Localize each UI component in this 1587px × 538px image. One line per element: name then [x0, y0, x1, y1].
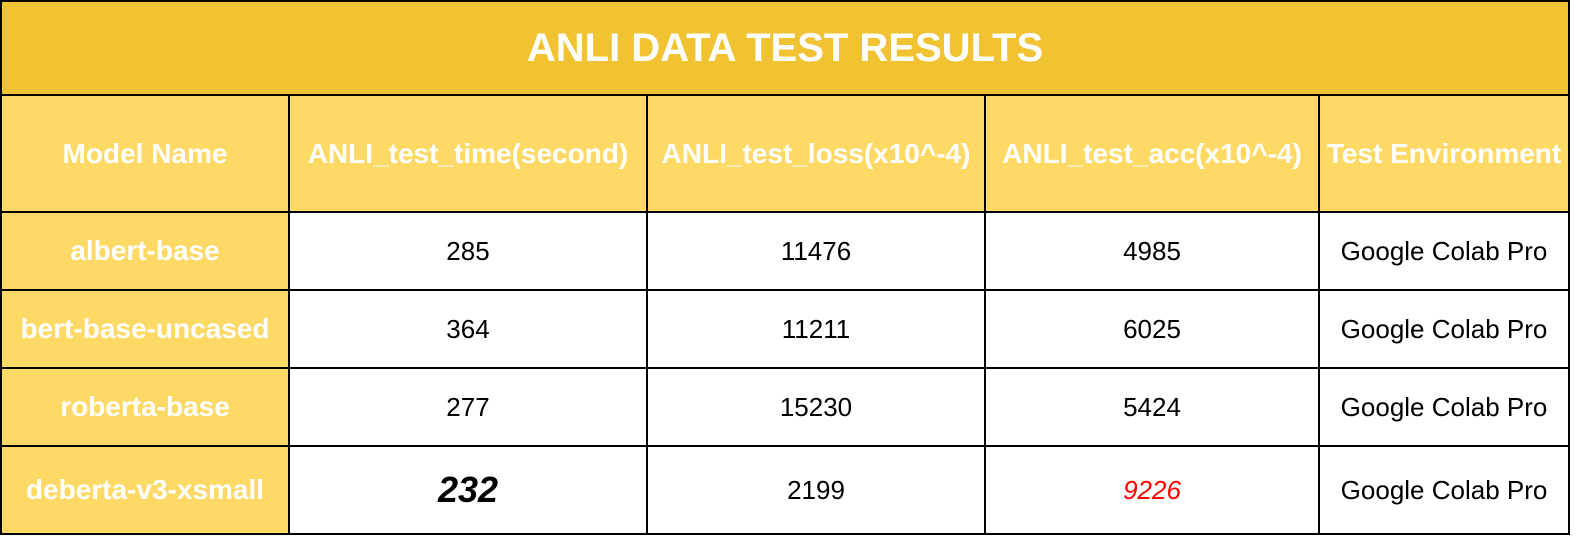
column-header-test-environment: Test Environment	[1317, 94, 1571, 213]
model-name-cell: albert-base	[0, 211, 290, 291]
model-name-cell: deberta-v3-xsmall	[0, 445, 290, 535]
column-header-test-acc: ANLI_test_acc(x10^-4)	[984, 94, 1320, 213]
column-header-test-time: ANLI_test_time(second)	[288, 94, 648, 213]
test-acc-cell: 5424	[984, 367, 1320, 447]
table-row: albert-base 285 11476 4985 Google Colab …	[0, 211, 1571, 291]
test-acc-cell: 4985	[984, 211, 1320, 291]
test-loss-cell: 2199	[646, 445, 986, 535]
table-row: roberta-base 277 15230 5424 Google Colab…	[0, 367, 1571, 447]
test-environment-cell: Google Colab Pro	[1317, 367, 1571, 447]
table-row: deberta-v3-xsmall 232 2199 9226 Google C…	[0, 445, 1571, 535]
test-loss-cell: 15230	[646, 367, 986, 447]
title-row: ANLI DATA TEST RESULTS	[0, 0, 1571, 96]
test-acc-cell: 6025	[984, 289, 1320, 369]
test-time-cell: 277	[288, 367, 648, 447]
header-row: Model Name ANLI_test_time(second) ANLI_t…	[0, 94, 1571, 213]
test-acc-cell-best: 9226	[984, 445, 1320, 535]
test-loss-cell: 11476	[646, 211, 986, 291]
test-time-cell-best: 232	[288, 445, 648, 535]
test-time-cell: 285	[288, 211, 648, 291]
column-header-model-name: Model Name	[0, 94, 290, 213]
model-name-cell: bert-base-uncased	[0, 289, 290, 369]
table-title: ANLI DATA TEST RESULTS	[0, 0, 1571, 96]
test-environment-cell: Google Colab Pro	[1317, 211, 1571, 291]
test-loss-cell: 11211	[646, 289, 986, 369]
model-name-cell: roberta-base	[0, 367, 290, 447]
test-environment-cell: Google Colab Pro	[1317, 289, 1571, 369]
column-header-test-loss: ANLI_test_loss(x10^-4)	[646, 94, 986, 213]
test-time-cell: 364	[288, 289, 648, 369]
test-environment-cell: Google Colab Pro	[1317, 445, 1571, 535]
table-row: bert-base-uncased 364 11211 6025 Google …	[0, 289, 1571, 369]
